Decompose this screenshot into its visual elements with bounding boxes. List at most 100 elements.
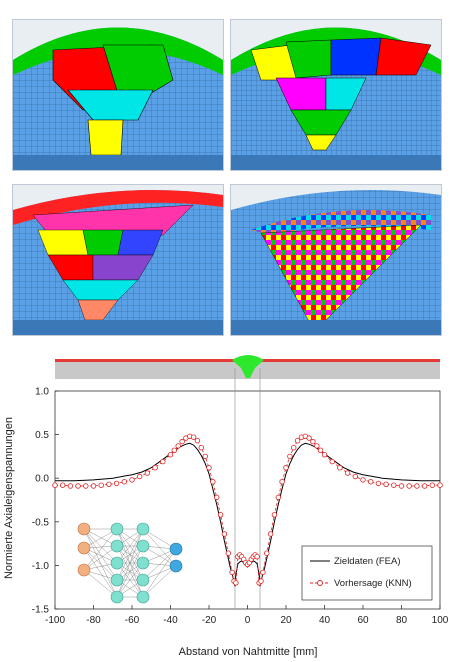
nn-node (136, 539, 150, 553)
weld-mesh-icon (231, 20, 441, 170)
knn-point (190, 434, 197, 440)
knn-point (60, 482, 66, 488)
knn-point (152, 464, 158, 471)
nn-edge (83, 528, 118, 571)
nn-edge (142, 565, 177, 598)
nn-edge (83, 547, 118, 581)
knn-point (368, 478, 374, 485)
x-tick-label: -100 (45, 615, 65, 626)
nn-edge (116, 545, 144, 598)
y-axis: 1.0 0.5 0.0 -0.5 -1.0 -1.5 (32, 387, 59, 616)
knn-point (179, 438, 185, 445)
nn-edge (83, 528, 118, 598)
legend-label-knn: Vorhersage (KNN) (334, 578, 412, 589)
x-tick-label: 80 (396, 615, 408, 626)
knn-point (75, 483, 81, 489)
y-tick-label: 1.0 (35, 387, 49, 398)
knn-point (221, 531, 228, 537)
nn-edge (142, 548, 177, 598)
knn-point (310, 438, 316, 445)
nn-edge (83, 528, 118, 549)
x-tick-label: 60 (357, 615, 369, 626)
nn-edge (116, 528, 144, 581)
stress-chart: -100 -80 -60 -40 -20 0 20 40 60 80 100 1.0 0.5 0.0 -0… (3, 355, 449, 658)
knn-point (98, 482, 104, 488)
knn-point (144, 470, 151, 476)
knn-point (167, 451, 174, 458)
legend-marker-knn (317, 580, 323, 586)
legend: Zieldaten (FEA) Vorhersage (KNN) (301, 545, 433, 601)
nn-edge (116, 562, 144, 598)
y-tick-label: 0.5 (35, 430, 49, 441)
x-axis: -100 -80 -60 -40 -20 0 20 40 60 80 100 (45, 605, 449, 626)
y-axis-label: Normierte Axialeigenspannungen (3, 417, 15, 579)
knn-point (287, 453, 293, 460)
x-tick-label: -60 (125, 615, 140, 626)
nn-edge (83, 569, 118, 598)
x-tick-label: 0 (245, 615, 251, 626)
nn-node (136, 573, 150, 587)
nn-node (77, 563, 91, 577)
knn-point (213, 494, 220, 501)
nn-edge (116, 528, 144, 564)
nn-edge (116, 528, 144, 598)
nn-edge (83, 547, 118, 598)
knn-point (267, 531, 274, 537)
weld-bead-profile (232, 355, 264, 378)
knn-point (136, 473, 143, 480)
knn-point (90, 483, 97, 489)
knn-point (291, 444, 297, 451)
y-tick-label: -0.5 (32, 517, 50, 528)
nn-node (169, 559, 183, 573)
weld-zone-lines (234, 368, 261, 609)
x-axis-label: Abstand von Nahtmitte [mm] (179, 646, 318, 658)
knn-point (258, 578, 264, 584)
nn-node (136, 590, 150, 604)
series-knn (52, 433, 443, 586)
nn-node (110, 539, 124, 553)
knn-point (391, 482, 397, 488)
nn-node (77, 541, 91, 555)
knn-point (275, 494, 281, 501)
nn-node (110, 556, 124, 570)
y-tick-label: -1.0 (32, 561, 50, 572)
knn-point (225, 550, 231, 556)
knn-point (383, 481, 389, 487)
x-tick-label: 100 (432, 615, 449, 626)
knn-point (317, 447, 324, 453)
knn-point (52, 482, 58, 488)
knn-point (83, 483, 89, 489)
knn-point (294, 437, 301, 444)
mesh-panel-coarse (12, 19, 224, 171)
knn-point (67, 483, 74, 489)
knn-point (344, 470, 351, 476)
x-tick-label: 40 (319, 615, 331, 626)
knn-point (421, 483, 428, 489)
legend-label-fea: Zieldaten (FEA) (334, 556, 401, 567)
mesh-panel-fine (12, 184, 224, 336)
knn-point (260, 569, 266, 576)
knn-point (352, 473, 358, 480)
nn-node (136, 522, 150, 536)
knn-point (437, 482, 443, 488)
nn-edge (142, 548, 177, 581)
knn-point (217, 512, 224, 518)
mesh-panel-medium (230, 19, 442, 171)
knn-point (160, 458, 166, 465)
knn-point (306, 435, 312, 441)
knn-point (129, 477, 135, 483)
knn-point (337, 464, 343, 471)
x-tick-label: -40 (163, 615, 178, 626)
nn-edge (83, 545, 118, 571)
knn-point (360, 477, 366, 483)
knn-point (414, 483, 420, 489)
knn-point (283, 464, 289, 471)
nn-node (110, 573, 124, 587)
knn-point (321, 451, 328, 458)
knn-point (171, 447, 177, 453)
knn-point (254, 553, 260, 560)
weld-mesh-icon (13, 185, 223, 335)
knn-point (271, 512, 278, 518)
knn-point (398, 483, 405, 489)
nn-node (110, 590, 124, 604)
